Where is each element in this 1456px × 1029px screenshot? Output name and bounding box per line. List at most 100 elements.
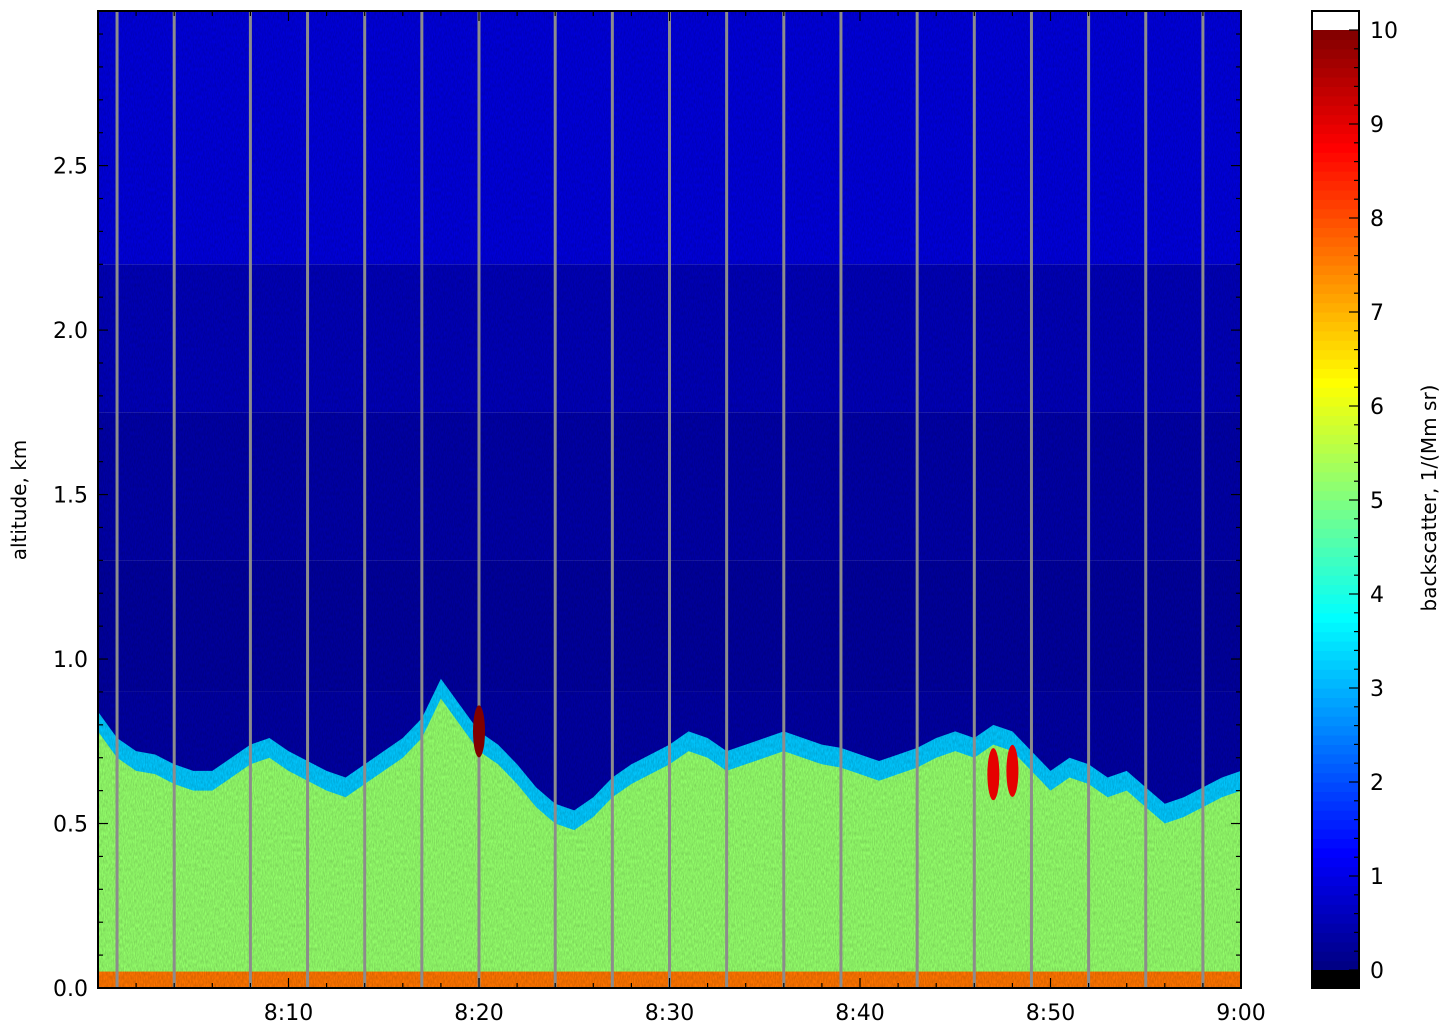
- x-tick-label: 8:10: [264, 1001, 313, 1026]
- colorbar-segment: [1312, 923, 1359, 933]
- colorbar-segment: [1312, 763, 1359, 774]
- colorbar: 0 1 2 3 4 5 6 7 8 9 10: [1311, 10, 1398, 989]
- colorbar-segment: [1312, 641, 1359, 651]
- colorbar-segment: [1312, 312, 1359, 322]
- colorbar-under: [1312, 970, 1359, 988]
- colorbar-segment: [1312, 265, 1359, 275]
- colorbar-segment: [1312, 236, 1359, 247]
- colorbar-segment: [1312, 885, 1359, 896]
- colorbar-segment: [1312, 359, 1359, 369]
- colorbar-segment: [1312, 39, 1359, 50]
- y-tick-label: 1.0: [53, 648, 88, 673]
- y-tick-label: 0.5: [53, 813, 88, 838]
- colorbar-segment: [1312, 283, 1359, 294]
- colorbar-segment: [1312, 396, 1359, 407]
- colorbar-segment: [1312, 77, 1359, 87]
- x-tick-label: 8:40: [835, 1001, 884, 1026]
- colorbar-tick-label: 2: [1370, 771, 1384, 796]
- colorbar-segment: [1312, 528, 1359, 539]
- colorbar-segment: [1312, 744, 1359, 755]
- colorbar-segment: [1312, 86, 1359, 97]
- y-tick-label: 0.0: [53, 977, 88, 1002]
- colorbar-segment: [1312, 481, 1359, 492]
- hotspot: [987, 748, 1000, 801]
- colorbar-tick-label: 4: [1370, 583, 1384, 608]
- colorbar-segment: [1312, 490, 1359, 501]
- colorbar-segment: [1312, 95, 1359, 106]
- x-tick-label: 8:20: [454, 1001, 503, 1026]
- colorbar-segment: [1312, 622, 1359, 633]
- colorbar-segment: [1312, 565, 1359, 576]
- colorbar-over: [1312, 11, 1359, 30]
- colorbar-segment: [1312, 48, 1359, 59]
- colorbar-segment: [1312, 735, 1359, 745]
- colorbar-segment: [1312, 124, 1359, 134]
- colorbar-segment: [1312, 659, 1359, 670]
- colorbar-tick-label: 0: [1370, 959, 1384, 984]
- colorbar-segment: [1312, 584, 1359, 595]
- colorbar-segment: [1312, 941, 1359, 952]
- hotspot-marks: [473, 705, 1019, 801]
- colorbar-segment: [1312, 199, 1359, 210]
- colorbar-segment: [1312, 509, 1359, 520]
- colorbar-segment: [1312, 706, 1359, 717]
- colorbar-segment: [1312, 255, 1359, 266]
- colorbar-segment: [1312, 782, 1359, 792]
- colorbar-segment: [1312, 518, 1359, 529]
- colorbar-segment: [1312, 161, 1359, 172]
- colorbar-segment: [1312, 829, 1359, 839]
- colorbar-segment: [1312, 208, 1359, 219]
- colorbar-segment: [1312, 453, 1359, 463]
- colorbar-segment: [1312, 603, 1359, 614]
- colorbar-segment: [1312, 819, 1359, 830]
- colorbar-segment: [1312, 302, 1359, 313]
- colorbar-segment: [1312, 594, 1359, 604]
- colorbar-segment: [1312, 500, 1359, 510]
- colorbar-segment: [1312, 951, 1359, 962]
- colorbar-segment: [1312, 772, 1359, 783]
- hotspot: [473, 705, 485, 758]
- colorbar-segment: [1312, 894, 1359, 905]
- colorbar-tick-label: 8: [1370, 207, 1384, 232]
- colorbar-segment: [1312, 612, 1359, 623]
- colorbar-segment: [1312, 142, 1359, 153]
- x-tick-label: 9:00: [1216, 1001, 1265, 1026]
- colorbar-segment: [1312, 932, 1359, 943]
- colorbar-segment: [1312, 189, 1359, 200]
- colorbar-tick-label: 3: [1370, 677, 1384, 702]
- colorbar-tick-label: 9: [1370, 113, 1384, 138]
- heatmap-plot-area: [98, 11, 1241, 988]
- colorbar-segment: [1312, 631, 1359, 642]
- colorbar-segment: [1312, 171, 1359, 181]
- colorbar-segment: [1312, 58, 1359, 69]
- colorbar-segment: [1312, 30, 1359, 40]
- colorbar-segment: [1312, 876, 1359, 886]
- colorbar-segment: [1312, 838, 1359, 849]
- colorbar-segment: [1312, 227, 1359, 238]
- colorbar-segment: [1312, 340, 1359, 351]
- data-gap-lines: [115, 11, 1205, 988]
- colorbar-segment: [1312, 368, 1359, 379]
- colorbar-segment: [1312, 669, 1359, 680]
- x-tick-label: 8:50: [1026, 1001, 1075, 1026]
- colorbar-tick-label: 10: [1370, 19, 1398, 44]
- colorbar-segment: [1312, 462, 1359, 473]
- colorbar-segment: [1312, 650, 1359, 661]
- colorbar-segment: [1312, 575, 1359, 586]
- colorbar-segment: [1312, 114, 1359, 125]
- colorbar-segment: [1312, 556, 1359, 567]
- colorbar-tick-label: 1: [1370, 865, 1384, 890]
- colorbar-segment: [1312, 800, 1359, 811]
- colorbar-segment: [1312, 246, 1359, 257]
- colorbar-segment: [1312, 697, 1359, 708]
- colorbar-segment: [1312, 321, 1359, 332]
- colorbar-segment: [1312, 753, 1359, 764]
- colorbar-segment: [1312, 415, 1359, 426]
- colorbar-segment: [1312, 424, 1359, 435]
- colorbar-segment: [1312, 406, 1359, 416]
- y-axis-label: altitude, km: [7, 440, 31, 561]
- colorbar-tick-label: 6: [1370, 395, 1384, 420]
- colorbar-segment: [1312, 960, 1359, 971]
- y-tick-label: 2.5: [53, 155, 88, 180]
